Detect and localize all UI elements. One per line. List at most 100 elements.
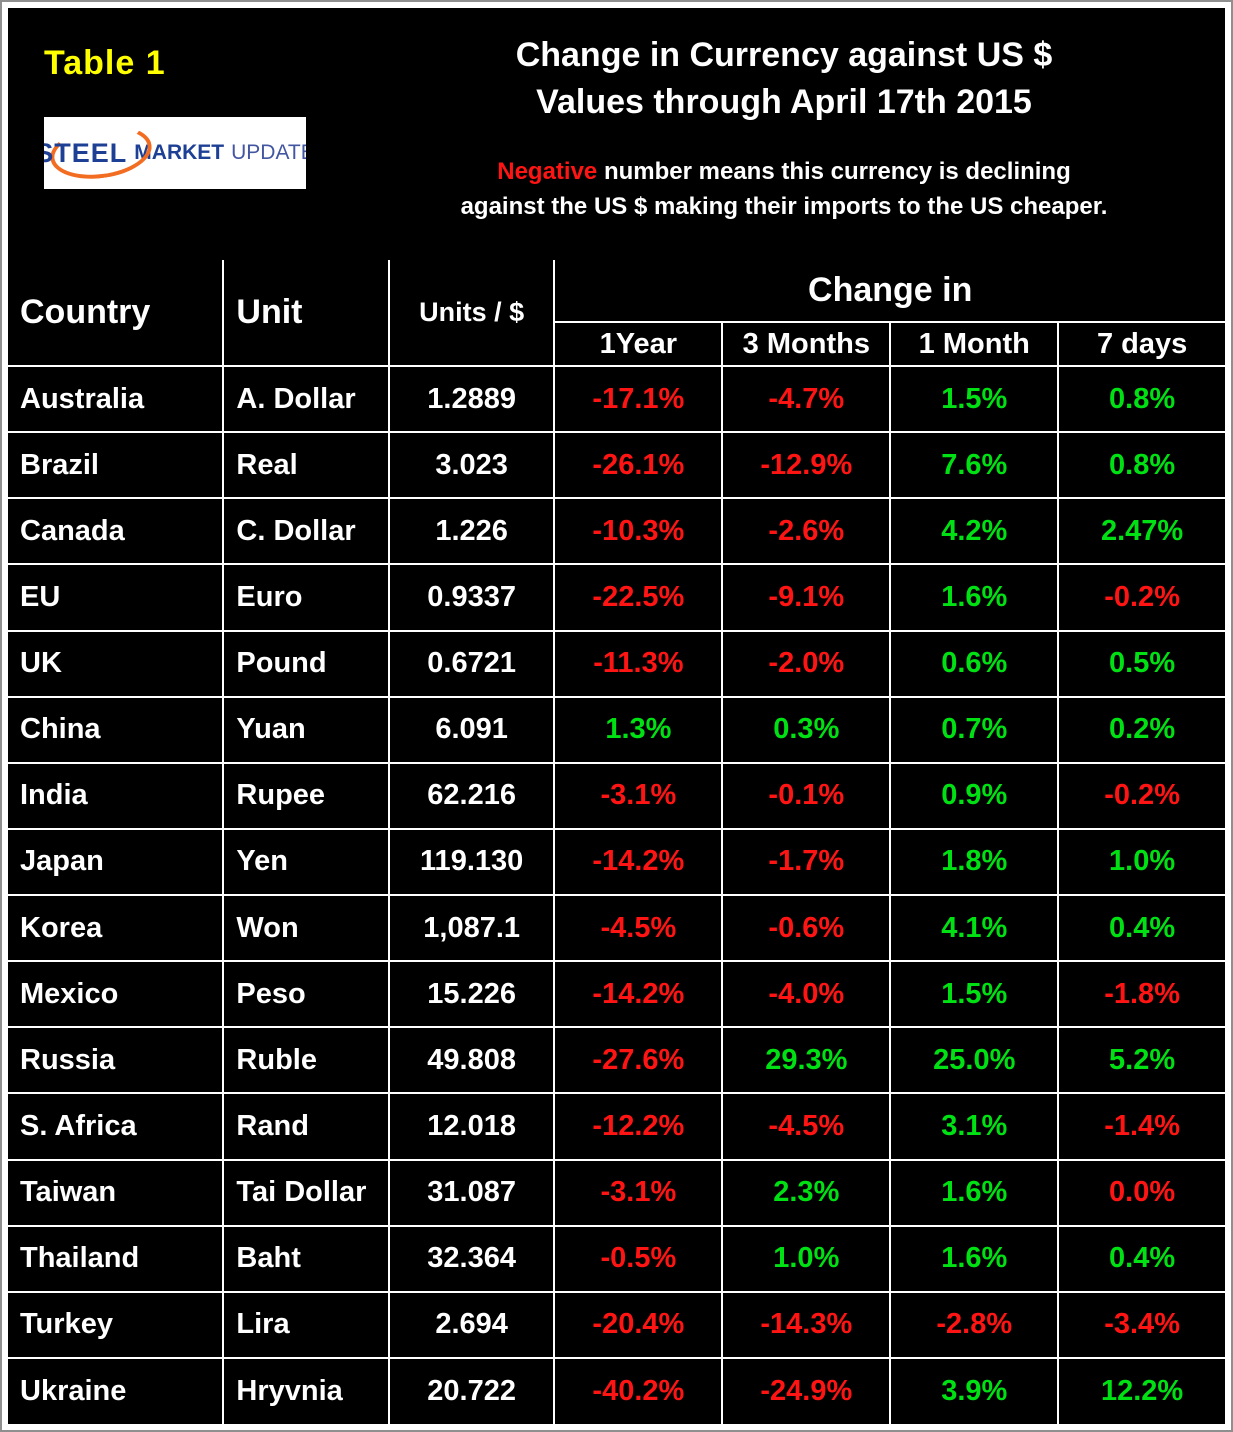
change-cell: -0.1% xyxy=(721,761,892,830)
units-per-dollar-cell: 0.9337 xyxy=(387,563,556,632)
change-cell: 1.5% xyxy=(889,960,1060,1029)
change-cell: 1.6% xyxy=(889,1224,1060,1293)
unit-cell: Euro xyxy=(222,563,390,632)
change-cell: 5.2% xyxy=(1057,1026,1225,1095)
negative-note: Negative number means this currency is d… xyxy=(343,154,1225,224)
header-right: Change in Currency against US $ Values t… xyxy=(343,8,1225,260)
unit-cell: Yen xyxy=(222,827,390,897)
country-cell: S. Africa xyxy=(8,1092,225,1161)
unit-cell: Won xyxy=(222,893,390,963)
table-row: China Yuan 6.091 1.3% 0.3% 0.7% 0.2% xyxy=(8,695,1225,764)
change-cell: 0.9% xyxy=(889,761,1060,830)
country-cell: Mexico xyxy=(8,960,225,1029)
country-cell: India xyxy=(8,761,225,830)
change-cell: -11.3% xyxy=(553,629,724,698)
unit-cell: A. Dollar xyxy=(222,364,390,434)
units-per-dollar-cell: 3.023 xyxy=(387,431,556,500)
change-cell: -2.6% xyxy=(721,497,892,566)
unit-cell: Peso xyxy=(222,960,390,1029)
period-header-3months: 3 Months xyxy=(721,321,892,367)
units-per-dollar-cell: 62.216 xyxy=(387,761,556,830)
change-cell: 12.2% xyxy=(1057,1356,1225,1424)
change-cell: 0.0% xyxy=(1057,1158,1225,1227)
page-title-line-1: Change in Currency against US $ xyxy=(515,36,1053,74)
note-line-2: against the US $ making their imports to… xyxy=(460,193,1108,220)
unit-cell: Hryvnia xyxy=(222,1356,390,1424)
units-per-dollar-cell: 2.694 xyxy=(387,1290,556,1359)
logo-update-text: UPDATE xyxy=(231,141,306,164)
units-per-dollar-cell: 49.808 xyxy=(387,1026,556,1095)
logo-market-text: MARKET xyxy=(134,141,225,164)
table-row: Taiwan Tai Dollar 31.087 -3.1% 2.3% 1.6%… xyxy=(8,1158,1225,1227)
change-cell: -9.1% xyxy=(721,563,892,632)
change-cell: -10.3% xyxy=(553,497,724,566)
units-per-dollar-cell: 32.364 xyxy=(387,1224,556,1293)
change-cell: -0.6% xyxy=(721,893,892,963)
change-cell: 0.5% xyxy=(1057,629,1225,698)
period-header-7days: 7 days xyxy=(1057,321,1225,367)
table-row: UK Pound 0.6721 -11.3% -2.0% 0.6% 0.5% xyxy=(8,629,1225,698)
change-cell: 1.0% xyxy=(1057,827,1225,897)
change-cell: 2.47% xyxy=(1057,497,1225,566)
table-row: Canada C. Dollar 1.226 -10.3% -2.6% 4.2%… xyxy=(8,497,1225,566)
country-cell: EU xyxy=(8,563,225,632)
unit-cell: Rand xyxy=(222,1092,390,1161)
table-body: Australia A. Dollar 1.2889 -17.1% -4.7% … xyxy=(8,364,1225,1424)
period-header-1month: 1 Month xyxy=(889,321,1060,367)
change-cell: 0.8% xyxy=(1057,364,1225,434)
table-header: Country Unit Units / $ Change in 1Year 3… xyxy=(8,260,1225,367)
units-per-dollar-cell: 0.6721 xyxy=(387,629,556,698)
change-cell: -4.5% xyxy=(553,893,724,963)
change-cell: -14.3% xyxy=(721,1290,892,1359)
change-cell: -40.2% xyxy=(553,1356,724,1424)
country-cell: Korea xyxy=(8,893,225,963)
change-cell: 0.8% xyxy=(1057,431,1225,500)
units-per-dollar-cell: 15.226 xyxy=(387,960,556,1029)
change-cell: -3.1% xyxy=(553,1158,724,1227)
country-column-header: Country xyxy=(8,260,225,367)
note-line-1-rest: number means this currency is declining xyxy=(597,158,1071,185)
change-cell: 29.3% xyxy=(721,1026,892,1095)
period-header-1year: 1Year xyxy=(554,321,724,367)
change-cell: -1.7% xyxy=(721,827,892,897)
units-per-dollar-cell: 12.018 xyxy=(387,1092,556,1161)
currency-table-wrap: Country Unit Units / $ Change in 1Year 3… xyxy=(8,260,1225,1424)
change-cell: 0.3% xyxy=(721,695,892,764)
change-cell: 1.5% xyxy=(889,364,1060,434)
table-row: Korea Won 1,087.1 -4.5% -0.6% 4.1% 0.4% xyxy=(8,893,1225,963)
change-cell: -0.5% xyxy=(553,1224,724,1293)
change-cell: 0.6% xyxy=(889,629,1060,698)
change-cell: -17.1% xyxy=(553,364,724,434)
change-cell: 7.6% xyxy=(889,431,1060,500)
change-cell: 1.0% xyxy=(721,1224,892,1293)
change-cell: 4.1% xyxy=(889,893,1060,963)
country-cell: Taiwan xyxy=(8,1158,225,1227)
country-cell: Japan xyxy=(8,827,225,897)
table-row: Turkey Lira 2.694 -20.4% -14.3% -2.8% -3… xyxy=(8,1290,1225,1359)
change-cell: 1.6% xyxy=(889,1158,1060,1227)
change-cell: -1.4% xyxy=(1057,1092,1225,1161)
logo-steel-text: STEEL xyxy=(44,137,128,168)
table-number-label: Table 1 xyxy=(44,44,166,82)
unit-cell: Yuan xyxy=(222,695,390,764)
change-cell: -0.2% xyxy=(1057,563,1225,632)
units-per-dollar-cell: 1.226 xyxy=(387,497,556,566)
change-cell: 0.4% xyxy=(1057,1224,1225,1293)
table-row: Brazil Real 3.023 -26.1% -12.9% 7.6% 0.8… xyxy=(8,431,1225,500)
unit-cell: Real xyxy=(222,431,390,500)
units-per-dollar-cell: 20.722 xyxy=(387,1356,556,1424)
change-cell: -12.2% xyxy=(553,1092,724,1161)
country-cell: UK xyxy=(8,629,225,698)
units-per-dollar-cell: 1.2889 xyxy=(387,364,556,434)
table-row: Japan Yen 119.130 -14.2% -1.7% 1.8% 1.0% xyxy=(8,827,1225,897)
country-cell: China xyxy=(8,695,225,764)
change-cell: -20.4% xyxy=(553,1290,724,1359)
table-row: EU Euro 0.9337 -22.5% -9.1% 1.6% -0.2% xyxy=(8,563,1225,632)
note-highlight-word: Negative xyxy=(497,158,598,185)
change-cell: 0.2% xyxy=(1057,695,1225,764)
country-cell: Brazil xyxy=(8,431,225,500)
unit-cell: Baht xyxy=(222,1224,390,1293)
unit-cell: Tai Dollar xyxy=(222,1158,390,1227)
country-cell: Canada xyxy=(8,497,225,566)
unit-cell: Rupee xyxy=(222,761,390,830)
